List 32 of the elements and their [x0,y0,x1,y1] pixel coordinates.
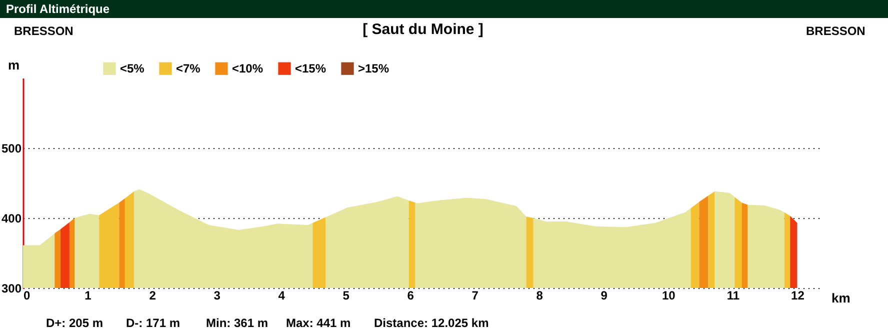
x-tick-label: 0 [24,288,30,302]
x-tick-label: 1 [84,288,92,302]
text: Distance: 12.025 km [374,316,489,330]
legend-label: >15% [358,62,390,76]
x-axis-title: km [832,290,850,306]
y-tick-label: 400 [1,212,22,226]
text: Min: 361 m [206,316,268,330]
x-tick-label: 10 [662,288,676,302]
y-tick-label: 500 [1,142,22,156]
text: BRESSON [14,24,74,38]
chart-subtitle: Profil Altimétrique [0,0,888,18]
legend-label: <5% [120,62,145,76]
x-tick-label: 6 [407,288,414,302]
legend-label: <7% [176,62,201,76]
text: D-: 171 m [126,316,180,330]
y-tick-label: 300 [1,282,22,296]
x-tick-label: 12 [791,288,805,302]
text: D+: 205 m [46,316,104,330]
y-axis-title: m [8,58,20,72]
legend-label: <10% [232,62,264,76]
chart-title: [ Saut du Moine ] [362,21,484,38]
x-tick-label: 5 [342,288,350,302]
legend-label: <15% [295,62,326,76]
text: BRESSON [806,24,866,38]
text: Max: 441 m [286,316,351,330]
x-tick-label: 8 [536,288,544,302]
x-tick-label: 2 [149,288,156,302]
x-tick-label: 11 [726,288,740,302]
x-tick-label: 4 [278,288,286,302]
x-tick-label: 3 [214,288,221,302]
x-tick-label: 9 [600,288,608,302]
x-tick-label: 7 [472,288,479,302]
